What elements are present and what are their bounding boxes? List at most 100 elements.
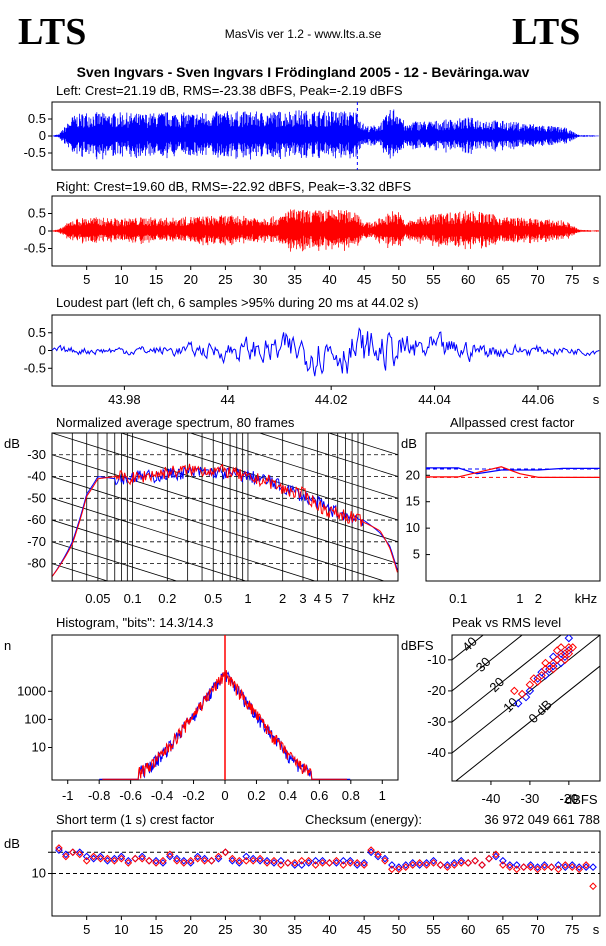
short-crest-point-right <box>485 854 493 863</box>
short-crest-point-right <box>55 844 63 852</box>
short-crest-point-left <box>492 852 500 861</box>
checksum-label: Checksum (energy): <box>305 812 422 827</box>
left-waveform-trace <box>52 109 599 160</box>
short-crest-point-right <box>173 856 181 865</box>
short-crest-point-right <box>277 861 285 869</box>
short-crest-point-left <box>311 856 320 865</box>
spectrum-ytick-label: -50 <box>27 490 46 505</box>
short-crest-point-right <box>492 850 500 859</box>
short-crest-point-right <box>533 865 542 874</box>
right-waveform-ytick-label: -0.5 <box>24 241 46 256</box>
short-crest-point-right <box>256 854 264 863</box>
peak-rms-xtick-label: -20 <box>559 791 578 806</box>
short-crest-point-left <box>166 852 174 861</box>
short-crest-point-left <box>575 863 584 871</box>
short-crest-point-right <box>263 859 271 867</box>
short-crest-point-left <box>547 863 556 871</box>
spectrum-series-right <box>52 463 398 577</box>
short-crest-point-left <box>464 859 473 867</box>
short-crest-point-right <box>62 852 70 861</box>
short-crest-point-right <box>103 854 112 863</box>
peak-rms-point-right <box>525 680 535 689</box>
short-crest-xtick-label: 45 <box>357 922 371 937</box>
peak-rms-point-right <box>533 677 542 686</box>
loudest-part-ytick-label: 0 <box>39 343 46 358</box>
right-waveform-xtick-label: 40 <box>322 272 336 287</box>
right-waveform-xtick-label: 75 <box>565 272 579 287</box>
loudest-part-xtick-label: 44.02 <box>315 392 348 407</box>
short-crest-point-left <box>519 863 528 871</box>
crest-ytick-label: 20 <box>406 467 420 482</box>
short-crest-point-left <box>193 852 202 861</box>
peak-rms-point-left <box>552 655 562 665</box>
short-crest-point-left <box>131 854 140 863</box>
short-crest-point-left <box>263 856 271 865</box>
short-crest-point-left <box>415 861 424 869</box>
short-crest-point-left <box>360 859 368 867</box>
right-waveform-xtick-label: 5 <box>83 272 90 287</box>
loudest-part-xtick-label: 44 <box>221 392 235 407</box>
short-crest-point-right <box>457 859 466 867</box>
peak-rms-frame <box>451 634 601 782</box>
peak-rms-point-right <box>541 658 550 668</box>
checksum-value: 36 972 049 661 788 <box>484 812 600 827</box>
short-crest-point-right <box>506 863 514 871</box>
short-crest-point-right <box>249 856 257 865</box>
spectrum-slope-line <box>327 433 398 456</box>
right-waveform-xtick-label: 30 <box>253 272 267 287</box>
right-waveform-xtick-label: 65 <box>496 272 510 287</box>
histogram-xtick-label: 0.8 <box>342 788 360 803</box>
spectrum-xtick-label: 3 <box>299 591 306 606</box>
short-crest-point-right <box>242 856 251 865</box>
histogram-xtick-label: 1 <box>379 788 386 803</box>
short-crest-point-right <box>388 865 396 874</box>
histogram-xtick-label: -0.8 <box>88 788 110 803</box>
spectrum-xtick-label: 4 <box>314 591 321 606</box>
left-waveform-ytick-label: 0 <box>39 128 46 143</box>
short-crest-point-left <box>512 861 521 869</box>
right-waveform-trace <box>52 209 599 252</box>
peak-rms-ytick-label: -30 <box>427 714 446 729</box>
loudest-part-xtick-label: s <box>593 392 600 407</box>
right-waveform-xtick-label: 20 <box>183 272 197 287</box>
short-crest-point-left <box>186 859 195 867</box>
spectrum-ytick-label: -30 <box>27 447 46 462</box>
short-crest-point-right <box>311 861 320 869</box>
histogram-title: Histogram, "bits": 14.3/14.3 <box>56 615 213 630</box>
short-crest-point-right <box>166 850 174 859</box>
loudest-part-frame <box>51 314 601 387</box>
peak-rms-title: Peak vs RMS level <box>452 615 561 630</box>
short-crest-point-right <box>138 854 146 863</box>
short-crest-point-left <box>152 856 160 865</box>
peak-rms-ytick-label: -10 <box>427 652 446 667</box>
short-crest-xtick-label: 70 <box>530 922 544 937</box>
file-title: Sven Ingvars - Sven Ingvars I Frödinglan… <box>77 64 530 80</box>
short-crest-point-right <box>214 852 223 861</box>
short-crest-point-right <box>408 861 417 869</box>
right-waveform-ytick-label: 0 <box>39 223 46 238</box>
crest-ylabel: dB <box>401 436 417 451</box>
spectrum-ylabel: dB <box>4 436 20 451</box>
short-crest-xtick-label: 30 <box>253 922 267 937</box>
crest-ytick-label: 5 <box>413 547 420 562</box>
short-crest-point-right <box>422 861 431 869</box>
short-crest-point-left <box>284 859 292 867</box>
peak-rms-point-right <box>510 686 519 696</box>
peak-rms-xtick-label: -40 <box>482 791 501 806</box>
spectrum-xtick-label: 1 <box>244 591 251 606</box>
short-crest-point-right <box>526 863 535 871</box>
crest-xtick-label: kHz <box>575 591 597 606</box>
peak-rms-point-right <box>564 649 574 658</box>
spectrum-ytick-label: -40 <box>27 469 46 484</box>
short-crest-point-left <box>526 861 535 869</box>
short-crest-point-left <box>159 859 167 867</box>
short-crest-point-right <box>554 865 563 874</box>
app-version: MasVis ver 1.2 - www.lts.a.se <box>225 27 382 41</box>
spectrum-frame <box>51 432 399 582</box>
right-waveform-xtick-label: 25 <box>218 272 232 287</box>
right-waveform-xtick-label: s <box>593 272 600 287</box>
short-crest-point-left <box>395 863 403 871</box>
right-waveform-xtick-label: 55 <box>426 272 440 287</box>
short-crest-point-left <box>138 852 146 861</box>
short-crest-point-left <box>401 861 410 869</box>
